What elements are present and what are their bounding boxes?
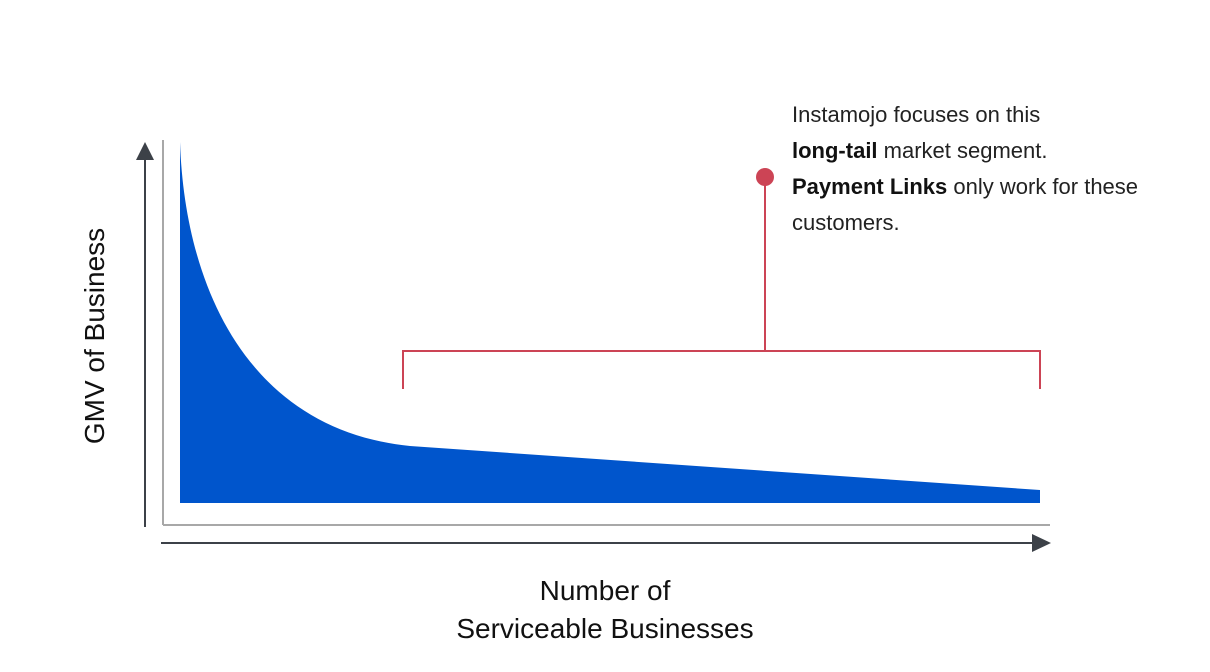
x-axis-label-line-2: Serviceable Businesses	[456, 613, 754, 644]
y-axis-arrowhead-icon	[136, 142, 154, 160]
long-tail-bracket	[402, 350, 1041, 389]
y-axis-label: GMV of Business	[79, 227, 110, 445]
x-axis-label-line-1: Number of	[539, 575, 671, 606]
annotation-marker-dot	[756, 168, 774, 186]
annotation-line-1: Instamojo focuses on this	[792, 102, 1041, 127]
payment-links-emphasis: Payment Links	[792, 174, 948, 199]
annotation-line-3: Payment Links only work for these	[792, 169, 1192, 205]
long-tail-emphasis: long-tail	[792, 138, 878, 163]
long-tail-curve-area	[180, 142, 1040, 503]
annotation-text: Instamojo focuses on this long-tail mark…	[792, 97, 1192, 241]
annotation-line-2: long-tail market segment.	[792, 133, 1192, 169]
annotation-line-3-rest: only work for these	[947, 174, 1139, 199]
x-axis-label: Number of Serviceable Businesses	[405, 572, 805, 648]
annotation-line-2-rest: market segment.	[877, 138, 1048, 163]
x-axis-arrowhead-icon	[1032, 534, 1051, 552]
annotation-line-4: customers.	[792, 210, 900, 235]
